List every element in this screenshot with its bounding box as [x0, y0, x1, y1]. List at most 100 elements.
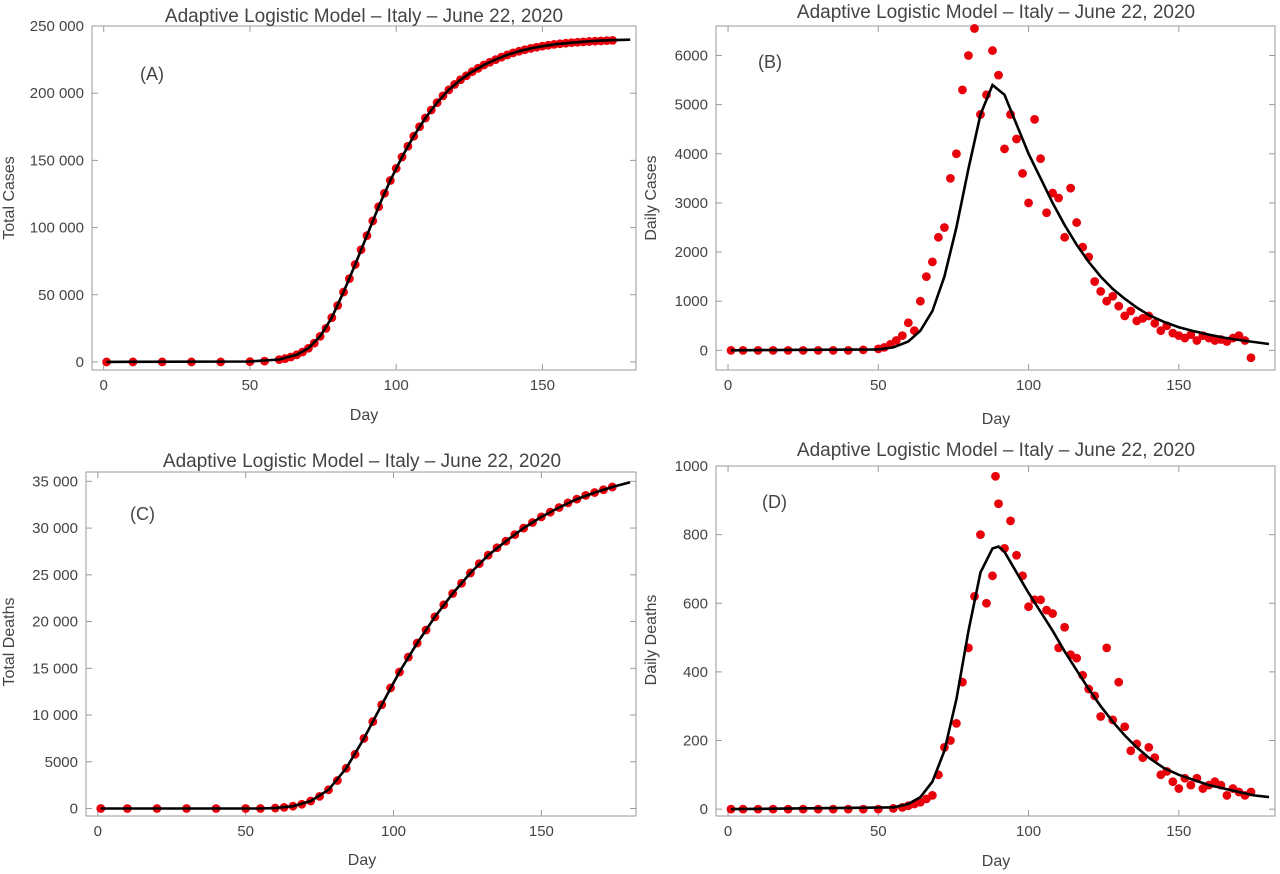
data-point	[903, 318, 913, 328]
y-tick-label: 600	[683, 595, 708, 612]
data-marks	[726, 471, 1270, 814]
data-point	[1168, 777, 1178, 787]
data-point	[964, 51, 973, 60]
data-point	[1174, 784, 1184, 793]
data-point	[1114, 677, 1124, 687]
y-tick-label: 4000	[675, 146, 708, 163]
axis-ticks: 0 50 100 150 0 5000 10 000 15 000 20 000 25 000 30…	[32, 472, 636, 840]
y-tick-label: 200 000	[30, 85, 84, 102]
data-point	[1222, 791, 1232, 800]
data-marks	[726, 24, 1270, 363]
fit-curve	[100, 481, 631, 810]
y-tick-label: 0	[70, 801, 78, 818]
data-point	[1018, 169, 1027, 178]
data-point	[1144, 742, 1154, 752]
data-point	[1090, 277, 1100, 286]
fit-curve	[730, 82, 1270, 352]
x-axis-label: Day	[982, 411, 1010, 428]
data-point	[1060, 232, 1070, 242]
data-point	[927, 257, 937, 267]
x-tick-label: 50	[870, 377, 887, 394]
data-point	[1072, 218, 1082, 227]
panel-label: (B)	[758, 52, 782, 72]
data-point	[1066, 183, 1076, 193]
y-tick-label: 800	[683, 527, 708, 544]
y-tick-label: 5000	[45, 754, 78, 771]
data-point	[1006, 516, 1015, 526]
x-tick-label: 50	[237, 823, 254, 840]
data-point	[1234, 331, 1244, 340]
data-point	[994, 499, 1003, 509]
data-point	[994, 70, 1003, 80]
data-point	[1096, 286, 1106, 296]
data-point	[1072, 653, 1082, 663]
chart-panel-c: Adaptive Logistic Model – Italy – June 2…	[1, 451, 637, 869]
y-tick-label: 200	[683, 733, 708, 750]
data-point	[940, 223, 949, 232]
data-point	[927, 791, 937, 800]
y-tick-label: 10 000	[32, 707, 78, 724]
y-tick-label: 30 000	[32, 520, 78, 537]
fit-curve	[106, 38, 631, 364]
data-point	[1036, 595, 1045, 605]
data-point	[891, 336, 901, 345]
x-tick-label: 100	[1016, 377, 1041, 394]
data-point	[988, 46, 997, 55]
data-point	[1096, 712, 1106, 721]
y-tick-label: 2000	[675, 244, 708, 261]
data-point	[1120, 722, 1130, 732]
y-tick-label: 50 000	[38, 287, 84, 304]
data-point	[1120, 311, 1130, 321]
y-tick-label: 15 000	[32, 660, 78, 677]
x-tick-label: 50	[242, 377, 259, 394]
data-point	[952, 718, 961, 728]
data-marks	[96, 481, 631, 813]
data-point	[1126, 306, 1136, 316]
data-point	[1030, 114, 1039, 124]
data-point	[946, 173, 955, 183]
x-tick-label: 150	[529, 823, 554, 840]
data-point	[958, 85, 967, 95]
chart-title: Adaptive Logistic Model – Italy – June 2…	[797, 440, 1195, 461]
data-point	[1054, 193, 1064, 203]
x-tick-label: 0	[100, 377, 108, 394]
data-point	[1186, 780, 1196, 790]
data-point	[1192, 336, 1202, 345]
y-tick-label: 100 000	[30, 220, 84, 237]
x-tick-label: 150	[530, 377, 555, 394]
y-tick-label: 20 000	[32, 614, 78, 631]
data-point	[1102, 643, 1112, 653]
data-point	[897, 331, 907, 340]
panel-label: (A)	[140, 64, 164, 84]
x-tick-label: 0	[94, 823, 102, 840]
y-tick-label: 250 000	[30, 18, 84, 35]
x-axis-label: Day	[348, 852, 376, 869]
data-point	[988, 571, 997, 581]
chart-panel-a: Adaptive Logistic Model – Italy – June 2…	[1, 6, 637, 424]
axis-ticks: 0 50 100 150 0 50 000 100 000 150 000 200 000 250…	[30, 18, 636, 394]
y-tick-label: 5000	[675, 97, 708, 114]
x-tick-label: 100	[381, 823, 406, 840]
data-point	[970, 24, 979, 33]
chart-title: Adaptive Logistic Model – Italy – June 2…	[797, 2, 1195, 23]
data-point	[982, 598, 991, 608]
data-point	[873, 804, 883, 814]
data-point	[858, 804, 868, 814]
plot-frame	[715, 25, 1276, 371]
panel-label: (C)	[130, 504, 155, 524]
data-point	[976, 530, 985, 540]
data-point	[1048, 188, 1058, 198]
y-axis-label: Daily Deaths	[643, 595, 660, 686]
data-point	[921, 272, 931, 282]
x-axis-label: Day	[350, 407, 378, 424]
y-tick-label: 35 000	[32, 473, 78, 490]
y-tick-label: 400	[683, 664, 708, 681]
y-tick-label: 0	[700, 342, 708, 359]
data-point	[1042, 208, 1051, 218]
data-point	[1012, 134, 1021, 144]
data-point	[1108, 291, 1118, 301]
data-point	[1024, 602, 1033, 612]
chart-panel-b: Adaptive Logistic Model – Italy – June 2…	[643, 2, 1276, 428]
y-tick-label: 3000	[675, 195, 708, 212]
